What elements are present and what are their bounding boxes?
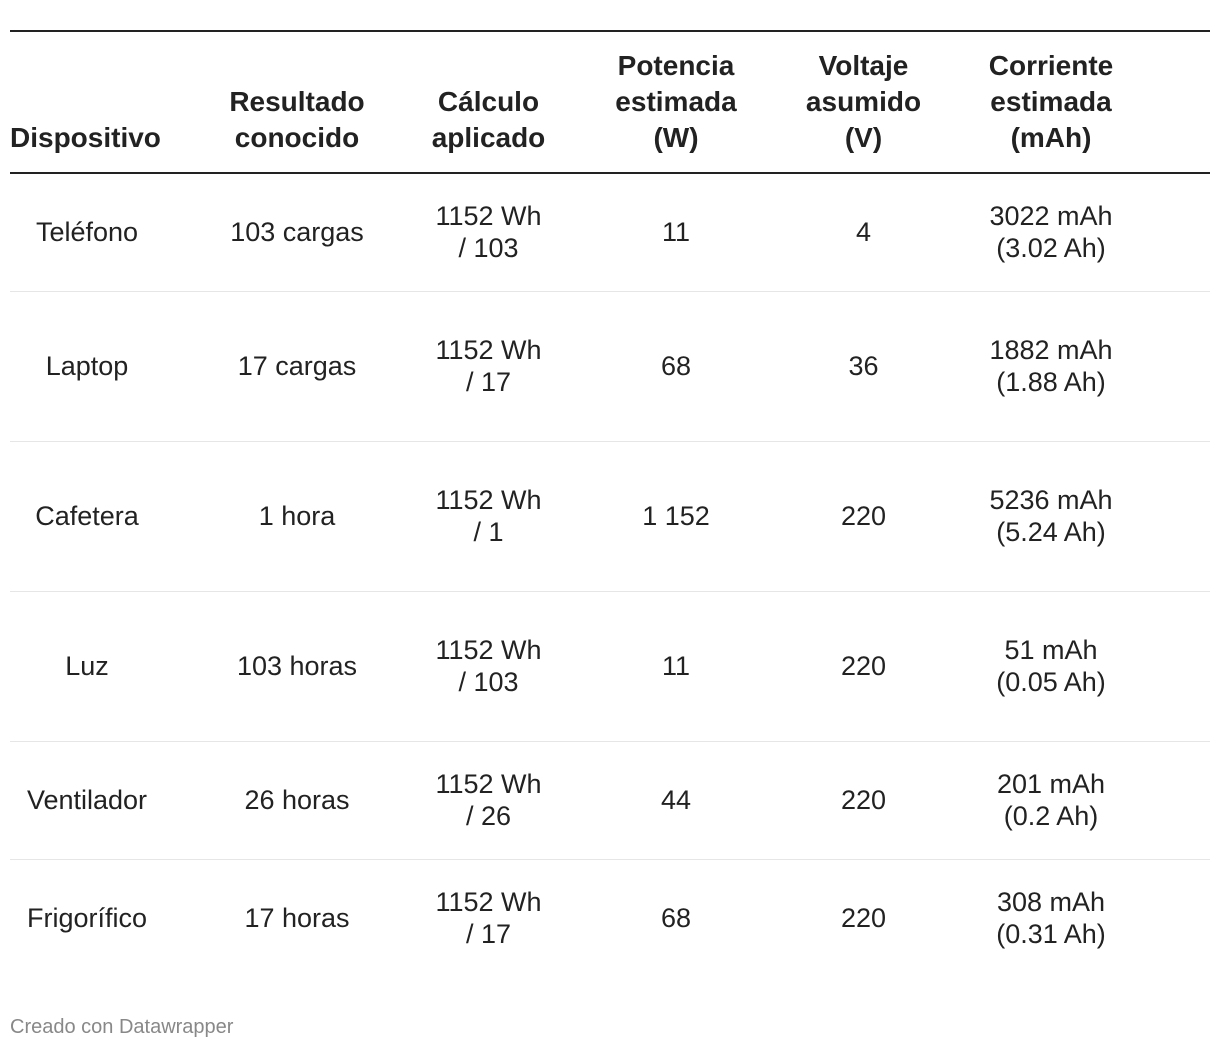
cell-dispositivo: Frigorífico [26,903,148,934]
header-corriente[interactable]: Corriente estimada (mAh) [922,30,1180,174]
cell-potencia: 11 [547,173,805,292]
devices-table: Dispositivo Resultado conocido Cálculo a… [10,30,1210,977]
cell-resultado: 103 cargas [164,173,430,292]
cell-dispositivo: Laptop [10,291,164,442]
header-dispositivo[interactable]: Dispositivo [10,30,164,174]
cell-calculo: 1152 Wh / 17 [430,291,547,442]
cell-corriente: 308 mAh (0.31 Ah) [996,887,1106,950]
cell-dispositivo: Ventilador [10,741,164,860]
table-row: Frigorífico 17 horas 1152 Wh / 17 68 220 308 … [10,859,1210,977]
cell-dispositivo: Teléfono [10,173,164,292]
cell-corriente: 51 mAh (0.05 Ah) [922,591,1180,742]
cell-truncated: E de s [1180,173,1210,292]
table-row: Teléfono 103 cargas 1152 Wh / 103 11 4 3022 m… [10,173,1210,292]
cell-resultado: 103 horas [164,591,430,742]
header-potencia[interactable]: Potencia estimada (W) [547,30,805,174]
cell-resultado: 17 cargas [164,291,430,442]
cell-potencia: 1 152 [547,441,805,592]
table-row: Laptop 17 cargas 1152 Wh / 17 68 36 1882 mAh … [10,291,1210,442]
table-body: Teléfono 103 cargas 1152 Wh / 103 11 4 3022 m… [10,173,1210,977]
cell-corriente: 201 mAh (0.2 Ah) [922,741,1180,860]
header-row: Dispositivo Resultado conocido Cálculo a… [10,30,1210,174]
cell-truncated: A co c [1180,591,1210,742]
cell-calculo: 1152 Wh / 103 [430,591,547,742]
cell-resultado: 1 hora [164,441,430,592]
table-row: Luz 103 horas 1152 Wh / 103 11 220 51 mAh (0.… [10,591,1210,742]
cell-potencia: 68 [660,903,692,934]
header-voltaje[interactable]: Voltaje asumido (V) [805,30,922,174]
cell-voltaje: 220 [840,903,887,934]
data-table-container: Dispositivo Resultado conocido Cálculo a… [10,30,1210,980]
cell-corriente: 5236 mAh (5.24 Ah) [922,441,1180,592]
cell-calculo: 1152 Wh / 17 [435,887,542,950]
cell-corriente: 1882 mAh (1.88 Ah) [922,291,1180,442]
cell-dispositivo: Luz [10,591,164,742]
cell-resultado: 26 horas [164,741,430,860]
table-header: Dispositivo Resultado conocido Cálculo a… [10,30,1210,174]
header-resultado[interactable]: Resultado conocido [164,30,430,174]
credit-footer: Creado con Datawrapper [10,1016,234,1038]
cell-voltaje: 36 [805,291,922,442]
table-row: Ventilador 26 horas 1152 Wh / 26 44 220 201 m… [10,741,1210,860]
cell-voltaje: 220 [805,441,922,592]
cell-corriente: 3022 mAh (3.02 Ah) [922,173,1180,292]
cell-calculo: 1152 Wh / 26 [430,741,547,860]
cell-potencia: 44 [547,741,805,860]
cell-potencia: 68 [547,291,805,442]
cell-truncated: Ele co el [1180,441,1210,592]
cell-truncated: la c [1180,291,1210,442]
cell-resultado: 17 horas [244,903,350,934]
cell-truncated: c [1180,741,1210,860]
cell-calculo: 1152 Wh / 1 [430,441,547,592]
cell-voltaje: 220 [805,741,922,860]
cell-calculo: 1152 Wh / 103 [430,173,547,292]
cell-voltaje: 4 [805,173,922,292]
header-calculo[interactable]: Cálculo aplicado [430,30,547,174]
cell-voltaje: 220 [805,591,922,742]
cell-potencia: 11 [547,591,805,742]
cell-truncated: Ele co co [1180,859,1210,977]
header-truncated[interactable]: J [1180,30,1210,174]
cell-dispositivo: Cafetera [10,441,164,592]
